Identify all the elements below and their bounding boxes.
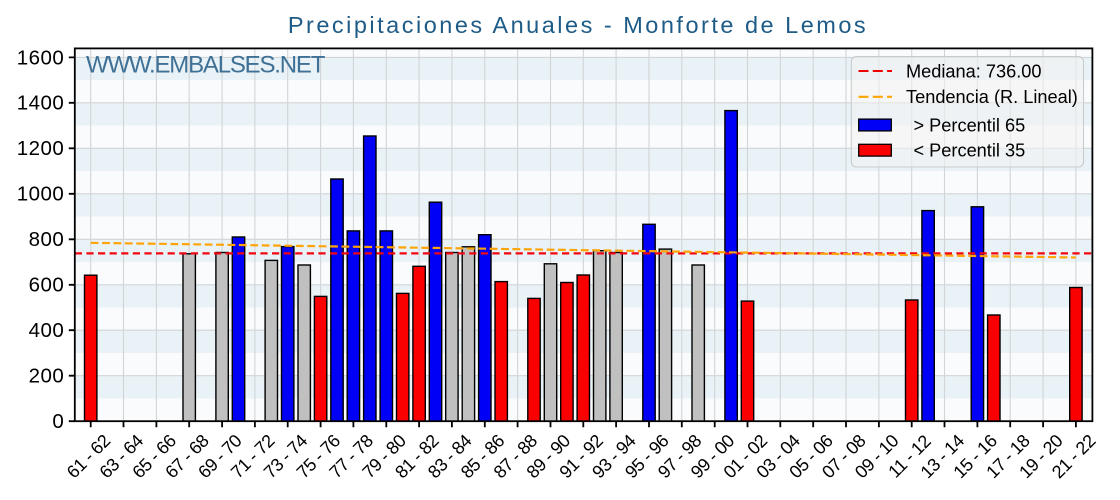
svg-text:Mediana: 736.00: Mediana: 736.00 <box>906 61 1042 81</box>
svg-text:Precipitaciones Anuales - Monf: Precipitaciones Anuales - Monforte de Le… <box>288 12 868 38</box>
svg-text:1400: 1400 <box>17 92 64 115</box>
svg-text:WWW.EMBALSES.NET: WWW.EMBALSES.NET <box>86 52 326 79</box>
svg-text:< Percentil 35: < Percentil 35 <box>914 141 1026 161</box>
svg-text:Tendencia (R. Lineal): Tendencia (R. Lineal) <box>906 87 1078 107</box>
svg-text:0: 0 <box>52 410 64 433</box>
svg-text:400: 400 <box>29 319 65 342</box>
svg-text:600: 600 <box>29 274 65 297</box>
svg-text:> Percentil 65: > Percentil 65 <box>914 115 1026 135</box>
svg-text:1000: 1000 <box>17 183 64 206</box>
svg-text:800: 800 <box>29 228 65 251</box>
svg-text:200: 200 <box>29 365 65 388</box>
svg-text:1600: 1600 <box>17 46 64 69</box>
svg-text:1200: 1200 <box>17 137 64 160</box>
